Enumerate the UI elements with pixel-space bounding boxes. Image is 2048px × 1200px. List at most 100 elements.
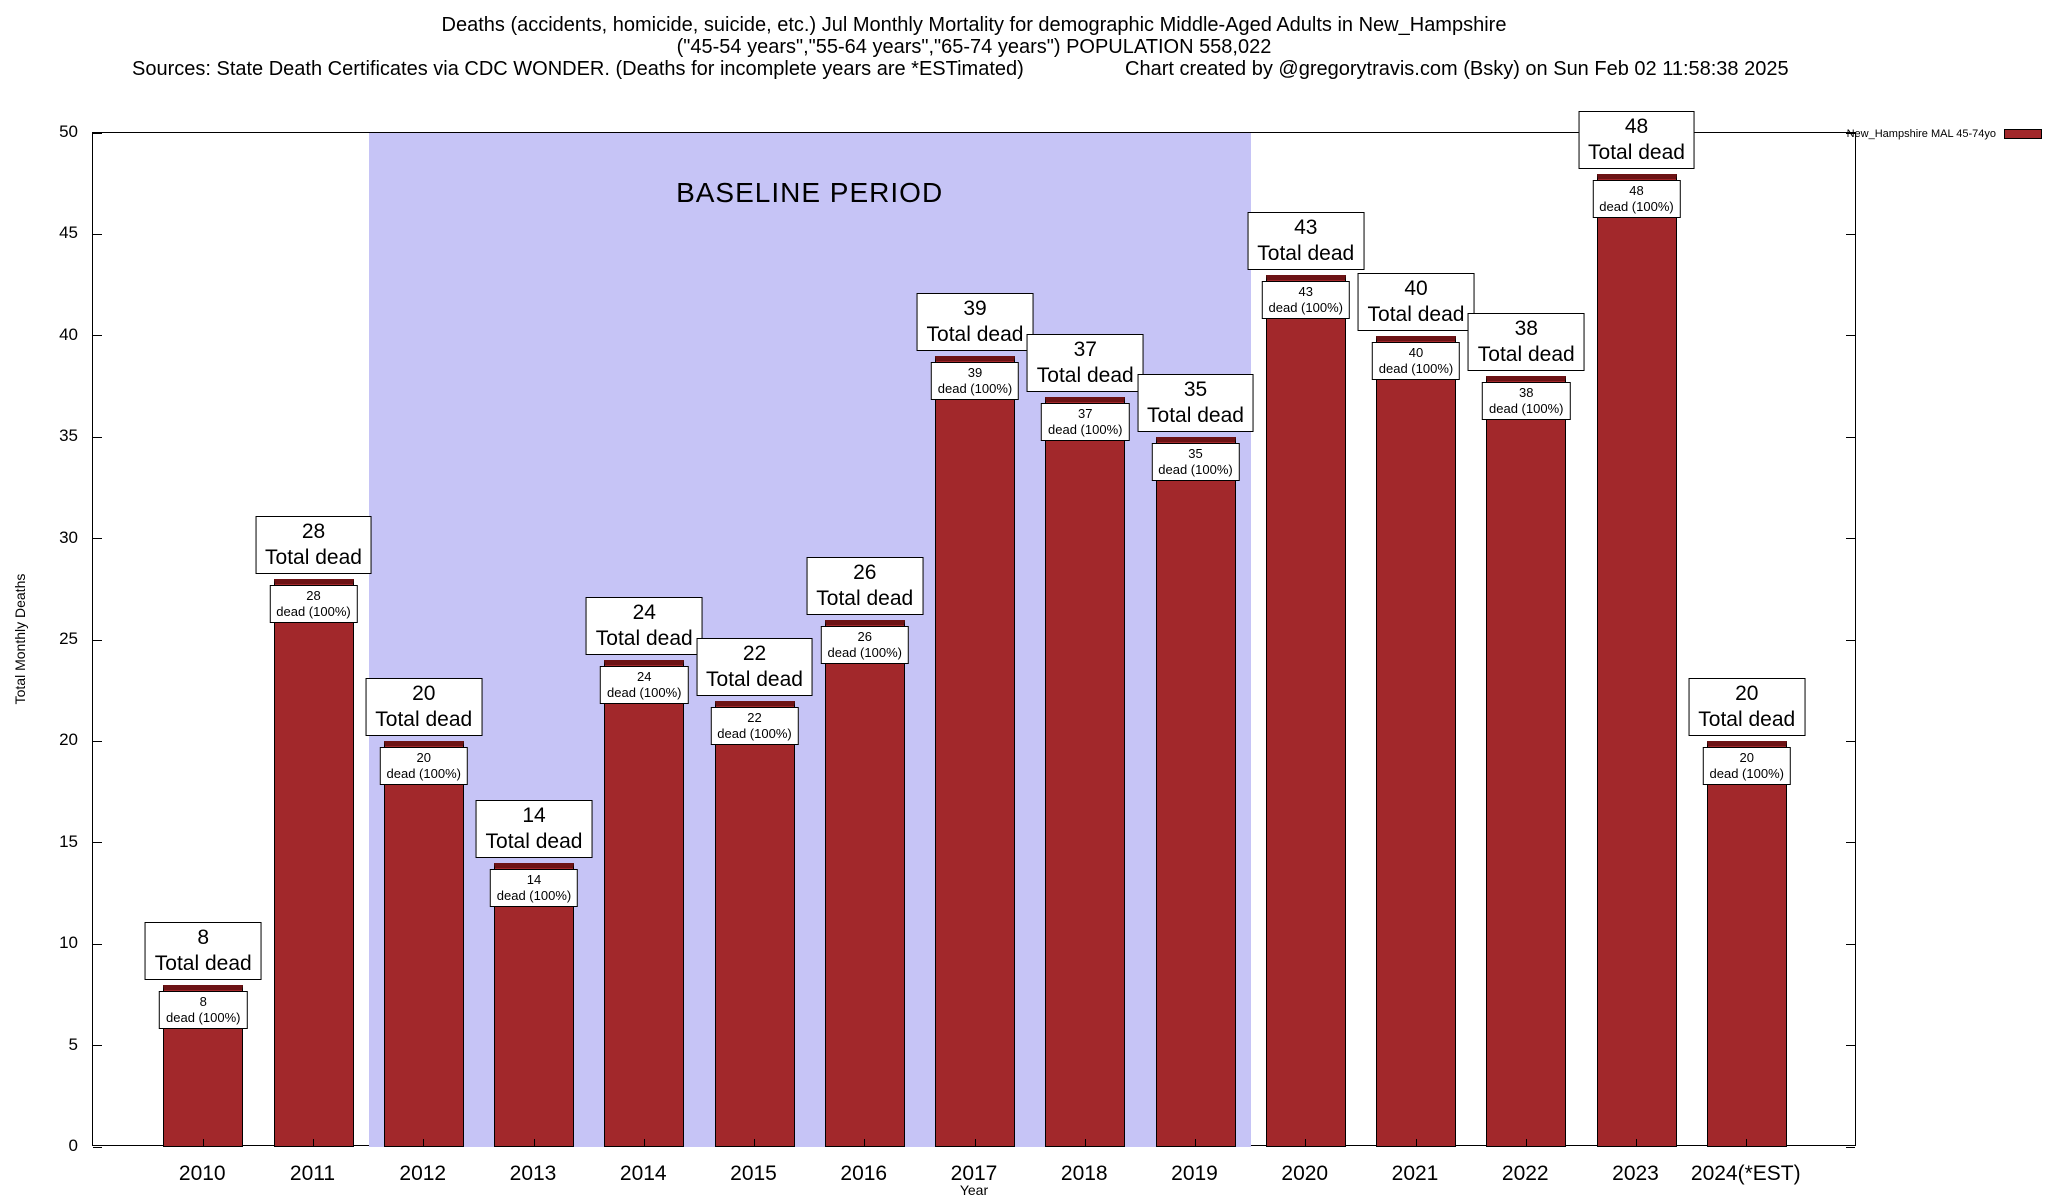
bar-inner-label-2016: 26 dead (100%)	[820, 625, 909, 664]
bar-total-value: 48	[1624, 114, 1649, 138]
bar-inner-label-2012: 20 dead (100%)	[379, 747, 468, 786]
y-tick-mark-right	[1846, 639, 1855, 641]
plot-area: BASELINE PERIOD 8 dead (100%) 8 Total dead 28…	[92, 110, 1856, 1148]
bar-inner-value: 28	[306, 588, 321, 604]
bar-total-label-2011: 28 Total dead	[255, 516, 372, 575]
bar-total-label-2017: 39 Total dead	[916, 293, 1034, 352]
y-tick-mark-left	[93, 639, 102, 641]
bar-total-text: Total dead	[706, 667, 803, 691]
bar-total-label-2019: 35 Total dead	[1137, 374, 1254, 433]
x-tick-label: 2015	[730, 1162, 777, 1185]
x-tick-label: 2014	[619, 1162, 667, 1185]
bar-inner-text: dead (100%)	[827, 644, 902, 660]
bar-inner-label-2022: 38 dead (100%)	[1482, 382, 1571, 421]
x-axis-title: Year	[959, 1182, 989, 1198]
bar-inner-value: 39	[967, 365, 983, 381]
x-tick-mark	[1195, 1139, 1196, 1147]
bar-inner-text: dead (100%)	[1599, 198, 1674, 214]
bar-inner-value: 48	[1629, 182, 1644, 198]
bar-inner-value: 37	[1078, 405, 1093, 421]
y-tick-label: 45	[59, 223, 78, 243]
bar-total-label-2015: 22 Total dead	[696, 637, 813, 696]
bar-inner-value: 35	[1188, 446, 1203, 462]
bar-inner-value: 20	[416, 750, 431, 766]
x-tick-mark	[423, 1139, 425, 1147]
bar-2023	[1596, 173, 1677, 1147]
x-tick-label: 2017	[950, 1162, 998, 1185]
bar-total-value: 35	[1183, 378, 1208, 402]
bar-inner-value: 43	[1298, 283, 1313, 299]
bar-inner-label-2017: 39 dead (100%)	[930, 362, 1020, 401]
y-tick-mark-right	[1846, 1045, 1855, 1047]
x-tick-mark	[1636, 1139, 1637, 1147]
y-tick-mark-left	[93, 740, 102, 742]
bar-2024(*EST)	[1706, 741, 1787, 1147]
bar-total-value: 40	[1404, 276, 1428, 300]
y-tick-mark-left	[93, 335, 102, 337]
baseline-band-label: BASELINE PERIOD	[676, 177, 944, 208]
bar-total-label-2013: 14 Total dead	[475, 800, 593, 859]
x-tick-label: 2024(*EST)	[1690, 1162, 1801, 1185]
x-tick-label: 2023	[1612, 1162, 1659, 1185]
bar-total-label-2022: 38 Total dead	[1467, 313, 1585, 372]
bar-inner-label-2019: 35 dead (100%)	[1151, 443, 1240, 482]
bar-2022	[1486, 376, 1567, 1147]
chart-sources-note: Sources: State Death Certificates via CD…	[132, 58, 1024, 80]
bar-2011	[273, 579, 354, 1147]
x-tick-mark	[533, 1139, 535, 1147]
y-tick-mark-right	[1846, 842, 1855, 844]
y-tick-mark-right	[1846, 1146, 1855, 1148]
bar-total-label-2020: 43 Total dead	[1247, 211, 1365, 270]
bar-total-text: Total dead	[154, 951, 252, 975]
bar-inner-value: 24	[637, 669, 652, 685]
bar-total-text: Total dead	[485, 830, 583, 854]
bar-inner-value: 40	[1408, 344, 1424, 360]
y-tick-label: 5	[68, 1034, 78, 1054]
bar-total-text: Total dead	[816, 586, 914, 610]
y-tick-mark-left	[93, 1045, 102, 1047]
bar-inner-label-2010: 8 dead (100%)	[159, 990, 248, 1029]
y-tick-label: 0	[68, 1136, 78, 1155]
y-tick-mark-right	[1846, 538, 1855, 540]
y-tick-mark-left	[93, 842, 102, 844]
y-tick-mark-left	[93, 1146, 102, 1148]
bar-total-text: Total dead	[595, 627, 693, 651]
bar-total-text: Total dead	[1477, 343, 1575, 367]
x-tick-mark	[1415, 1139, 1417, 1147]
x-tick-label: 2020	[1281, 1162, 1329, 1185]
bar-total-label-2012: 20 Total dead	[365, 678, 483, 737]
bar-total-value: 20	[412, 682, 436, 706]
y-tick-mark-left	[93, 233, 102, 235]
bar-total-value: 24	[632, 601, 656, 625]
bar-total-label-2010: 8 Total dead	[144, 921, 262, 980]
x-tick-mark	[643, 1139, 645, 1147]
bar-total-label-2023: 48 Total dead	[1578, 110, 1695, 169]
bar-total-value: 14	[522, 804, 546, 828]
x-tick-label: 2022	[1501, 1162, 1549, 1185]
bar-total-value: 37	[1073, 337, 1097, 361]
y-tick-label: 35	[59, 426, 78, 446]
bar-total-value: 43	[1294, 215, 1318, 239]
bar-inner-text: dead (100%)	[1378, 360, 1454, 376]
bar-total-value: 28	[301, 520, 326, 544]
bar-2020	[1265, 274, 1346, 1147]
bar-2015	[714, 700, 795, 1147]
x-tick-label: 2011	[289, 1162, 336, 1185]
chart-title: Deaths (accidents, homicide, suicide, et…	[441, 14, 1507, 36]
x-tick-label: 2021	[1391, 1162, 1439, 1185]
x-tick-mark	[1084, 1139, 1086, 1147]
x-tick-label: 2018	[1060, 1162, 1108, 1185]
bar-inner-value: 26	[857, 628, 872, 644]
chart-subtitle: ("45-54 years","55-64 years","65-74 year…	[676, 36, 1272, 58]
bar-total-text: Total dead	[265, 546, 362, 570]
x-tick-label: 2013	[509, 1162, 557, 1185]
bar-inner-text: dead (100%)	[1048, 421, 1123, 437]
x-tick-mark	[1746, 1139, 1748, 1147]
y-tick-mark-left	[93, 436, 102, 438]
bar-total-text: Total dead	[375, 708, 473, 732]
y-tick-mark-left	[93, 132, 102, 134]
bar-total-text: Total dead	[1257, 241, 1355, 265]
bar-total-value: 22	[742, 641, 767, 665]
y-tick-label: 30	[59, 527, 78, 547]
y-tick-label: 25	[59, 629, 78, 648]
